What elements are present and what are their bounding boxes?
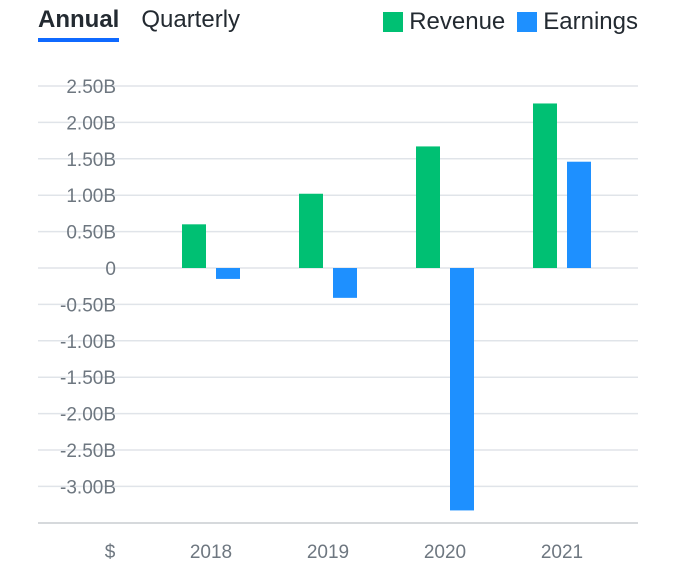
currency-label: $: [105, 542, 116, 563]
x-tick-label-2019: 2019: [307, 542, 349, 563]
y-tick-label: 0: [105, 259, 116, 280]
tab-annual[interactable]: Annual: [38, 6, 120, 42]
y-tick-label: 2.00B: [66, 113, 116, 134]
tab-quarterly[interactable]: Quarterly: [141, 6, 241, 33]
chart-legend: Revenue Earnings: [371, 8, 638, 36]
y-tick-label: 0.50B: [66, 223, 116, 244]
legend-item-earnings[interactable]: Earnings: [517, 8, 638, 36]
bar-revenue-2021[interactable]: [533, 103, 557, 268]
bar-earnings-2018[interactable]: [216, 268, 240, 279]
y-tick-label: 1.50B: [66, 150, 116, 171]
bar-revenue-2018[interactable]: [182, 224, 206, 268]
bar-earnings-2020[interactable]: [450, 268, 474, 511]
revenue-swatch: [383, 12, 404, 32]
legend-label-earnings: Earnings: [543, 8, 638, 35]
y-tick-label: -1.00B: [60, 332, 116, 353]
bars: [182, 103, 591, 511]
period-tabs: Annual Quarterly: [38, 6, 240, 42]
bar-revenue-2020[interactable]: [416, 146, 440, 268]
legend-label-revenue: Revenue: [409, 8, 506, 35]
x-axis-labels: 2018 2019 2020 2021: [190, 542, 583, 563]
bar-revenue-2019[interactable]: [299, 193, 323, 268]
y-tick-label: 1.00B: [66, 186, 116, 207]
bar-earnings-2021[interactable]: [567, 161, 591, 268]
legend-item-revenue[interactable]: Revenue: [383, 8, 505, 36]
x-tick-label-2020: 2020: [424, 542, 466, 563]
y-tick-label: -1.50B: [60, 368, 116, 389]
y-tick-label: 2.50B: [66, 77, 116, 98]
earnings-swatch: [517, 12, 538, 32]
x-tick-label-2018: 2018: [190, 542, 232, 563]
y-tick-label: -3.00B: [60, 477, 116, 498]
y-tick-label: -2.50B: [60, 441, 116, 462]
x-tick-label-2021: 2021: [541, 542, 583, 563]
y-axis-labels: 2.50B 2.00B 1.50B 1.00B 0.50B 0 -0.50B -1.00B -1…: [60, 77, 116, 498]
y-tick-label: -0.50B: [60, 295, 116, 316]
bar-earnings-2019[interactable]: [333, 268, 357, 298]
y-tick-label: -2.00B: [60, 405, 116, 426]
